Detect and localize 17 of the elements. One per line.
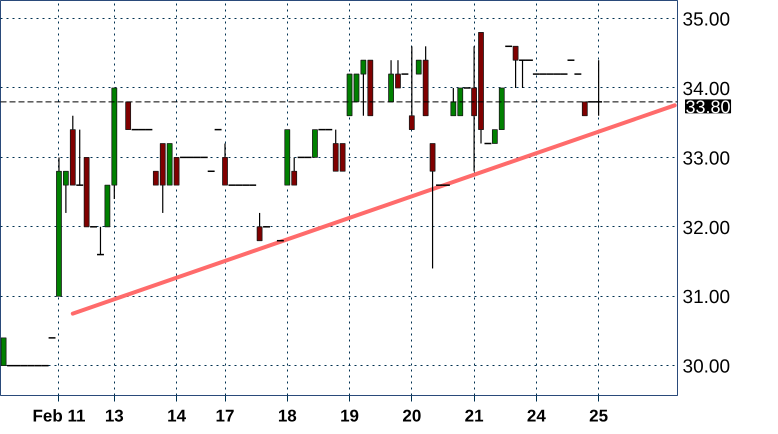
y-tick-label: 35.00: [682, 10, 730, 31]
y-tick-label: 33.00: [682, 148, 730, 170]
candlestick: [76, 129, 84, 186]
y-tick-label: 30.00: [682, 356, 730, 378]
x-tick-label: 13: [104, 406, 124, 426]
y-tick-label: 32.00: [682, 218, 730, 239]
x-tick-label: 17: [216, 406, 234, 426]
x-tick-label: 19: [340, 406, 360, 426]
x-tick-label: 18: [278, 406, 297, 426]
x-tick-label: 21: [464, 406, 484, 426]
x-tick-label: Feb 11: [32, 406, 86, 426]
x-tick-label: 24: [526, 406, 546, 426]
candlestick: [96, 226, 105, 256]
x-tick-label: 20: [402, 406, 422, 426]
x-tick-label: 14: [167, 406, 187, 426]
y-tick-label: 31.00: [682, 287, 730, 308]
x-tick-label: 25: [589, 406, 608, 426]
